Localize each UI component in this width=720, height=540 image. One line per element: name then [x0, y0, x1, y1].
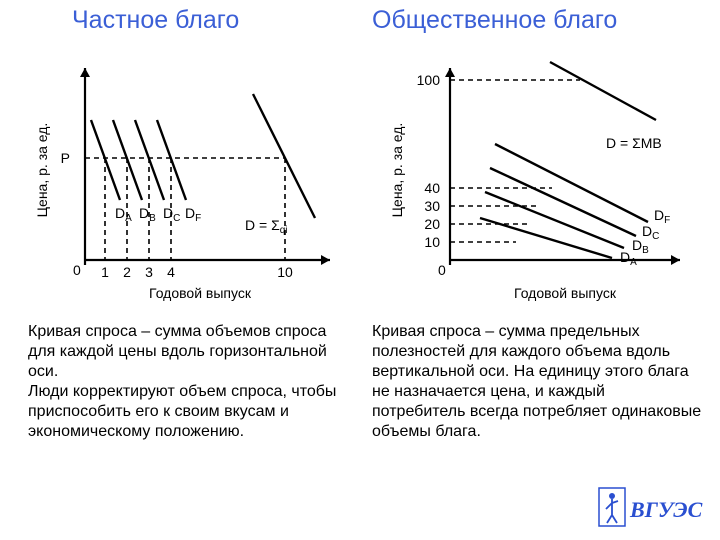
x-axis-label: Годовой выпуск — [514, 285, 617, 301]
svg-text:DA: DA — [115, 205, 132, 224]
svg-text:DC: DC — [642, 223, 659, 242]
y-tick: 20 — [424, 216, 440, 232]
y-tick: 40 — [424, 180, 440, 196]
svg-text:DB: DB — [139, 205, 156, 224]
private-good-title: Частное благо — [72, 6, 239, 35]
svg-text:DF: DF — [185, 205, 201, 224]
origin-label: 0 — [438, 262, 446, 278]
public-good-description: Кривая спроса – сумма предельных полезно… — [372, 322, 702, 442]
x-axis-label: Годовой выпуск — [149, 285, 252, 301]
p-label: P — [61, 150, 70, 166]
x-tick: 1 — [101, 264, 109, 280]
y-tick: 10 — [424, 234, 440, 250]
y-axis-label: Цена, р. за ед. — [34, 123, 50, 218]
y-axis-label: Цена, р. за ед. — [389, 123, 405, 218]
svg-text:ВГУЭС: ВГУЭС — [629, 497, 703, 522]
svg-text:DB: DB — [632, 237, 649, 256]
private-good-description: Кривая спроса – сумма объемов спроса для… — [28, 322, 353, 442]
svg-text:DF: DF — [654, 207, 670, 226]
y-tick: 100 — [417, 72, 441, 88]
x-tick: 3 — [145, 264, 153, 280]
vgues-logo: ВГУЭС — [598, 487, 708, 534]
y-tick: 30 — [424, 198, 440, 214]
x-tick: 10 — [277, 264, 293, 280]
slide: Частное благо Общественное благо P — [0, 0, 720, 540]
x-tick: 4 — [167, 264, 175, 280]
public-good-title: Общественное благо — [372, 6, 617, 35]
x-tick: 2 — [123, 264, 131, 280]
public-good-chart: 10 20 30 40 100 DA DB DC — [380, 50, 700, 310]
origin-label: 0 — [73, 262, 81, 278]
curve-labels: DA DB DC DF — [115, 205, 201, 224]
sum-label: D = ΣMB — [606, 135, 662, 151]
curve-labels: DA DB DC DF — [620, 207, 670, 268]
sum-label: D = Σqi — [245, 217, 288, 236]
private-good-chart: P 1 2 3 4 10 — [25, 50, 355, 310]
